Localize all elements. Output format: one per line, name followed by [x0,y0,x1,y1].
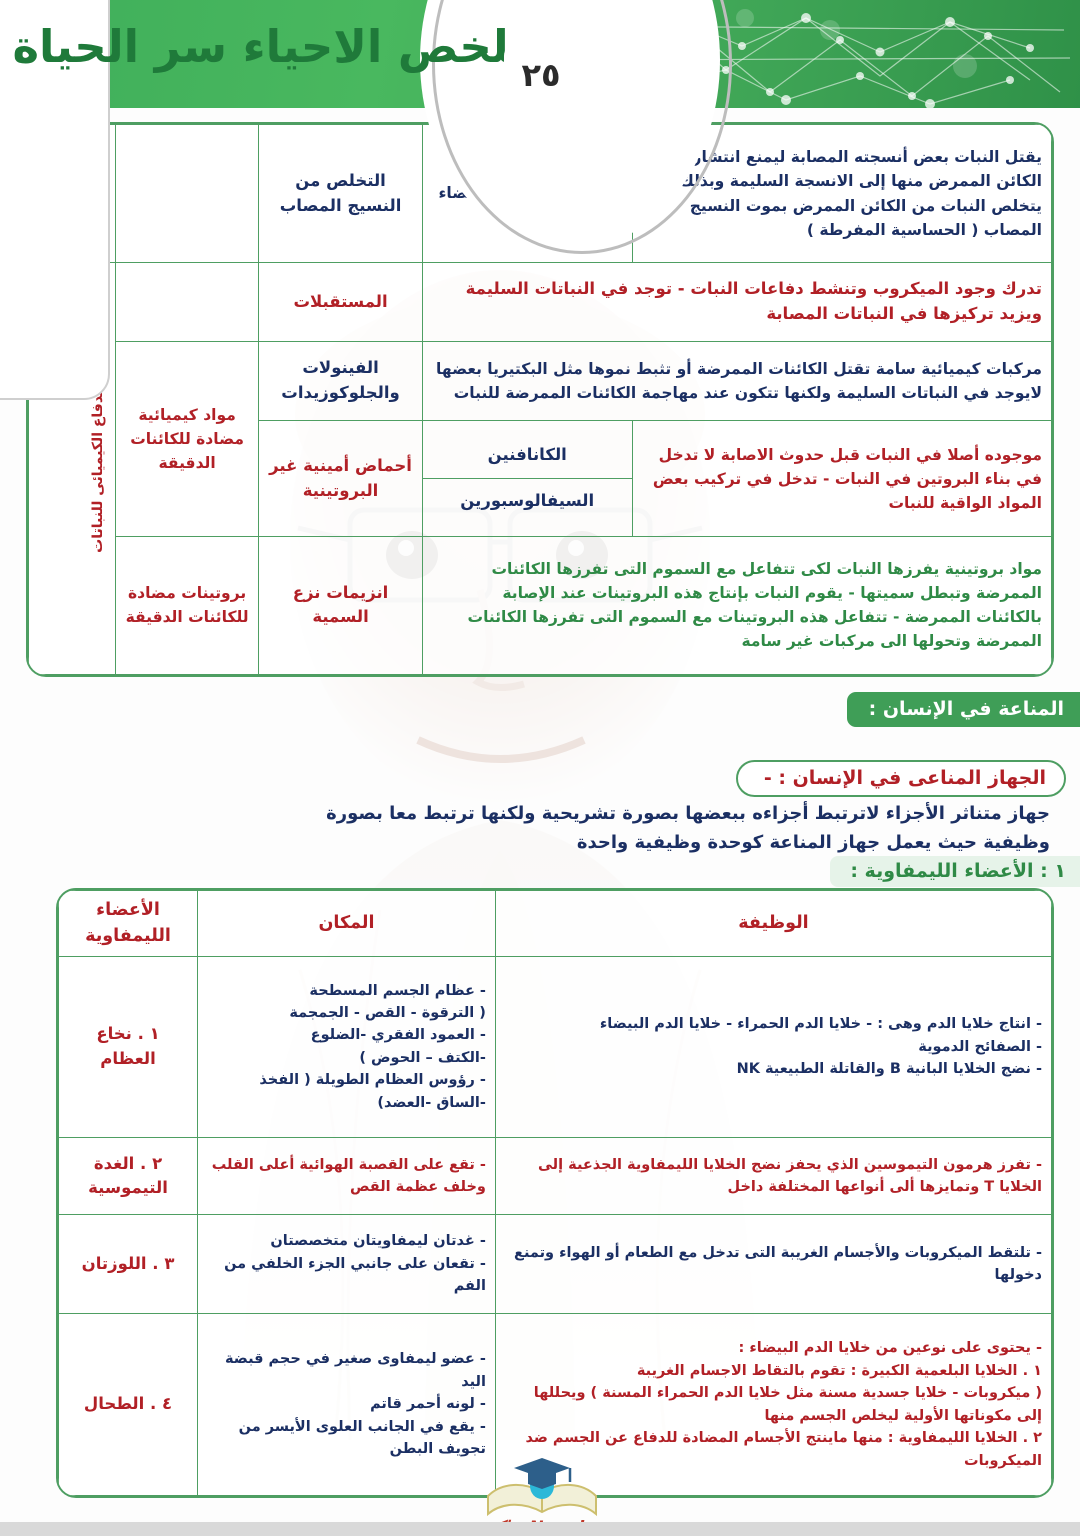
row1-detail: يقتل النبات بعض أنسجته المصابة ليمنع انت… [631,124,1052,263]
row5-name: انزيمات نزع السمية [258,535,423,675]
row3-category: مواد كيميائية مضادة للكائنات الدقيقة [114,341,260,537]
row1-name: التخلص من النسيج المصاب [258,124,423,263]
row5-category: بروتينات مضادة للكائنات الدقيقة [114,535,260,675]
row3-name: الفينولات والجلوكوزيدات [258,341,423,422]
row-tonsils-organ: ٣ . اللوزتان [58,1214,199,1315]
page-header: ملخص الاحياء سر الحياة ٢٥ [0,0,1080,400]
section-immunity-in-human: المناعة في الإنسان : [846,692,1080,727]
row1-empty-category [114,124,260,263]
section-lymph-organs-title: ١ : الأعضاء الليمفاوية : [830,856,1080,887]
row-spleen-function: - يحتوى على نوعين من خلايا الدم البيضاء … [494,1313,1052,1496]
row-thymus-place: - تقع على القصبة الهوائية أعلى القلب وخل… [197,1137,496,1216]
row4-subitems-cell: الكانافنين السيفالوسبورين [421,420,633,537]
row4-subitem-2: السيفالوسبورين [460,491,595,511]
row-thymus-organ: ٢ . الغدة التيموسية [58,1137,199,1216]
footer-strip [0,1522,1080,1536]
row-spleen-place: - عضو ليمفاوى صغير في حجم قبضة اليد - لو… [197,1313,496,1496]
row5-detail: مواد بروتينية يفرزها النبات لكى تتفاعل م… [421,535,1052,675]
row-bone-marrow-place: - عظام الجسم المسطحة ( الترقوة - القص - … [197,955,496,1139]
header-left-card [0,0,110,400]
row4-detail: موجوده أصلا في النبات قبل حدوث الاصابة ل… [631,420,1052,537]
row4-name: أحماض أمينية غير البروتينية [258,420,423,537]
table-row: مركبات كيميائية سامة تقتل الكائنات الممر… [29,341,1052,537]
table-row: - تلتقط الميكروبات والأجسام الغريبة التى… [58,1214,1052,1315]
lymphatic-organs-table: الوظيفة المكان الأعضاء الليمفاوية - انتا… [56,888,1054,1498]
header-organ: الأعضاء الليمفاوية [58,890,199,957]
row2-detail: تدرك وجود الميكروب وتنشط دفاعات النبات -… [421,261,1052,343]
section-immune-system-title: الجهاز المناعى في الإنسان : - [735,760,1066,797]
table-row: - انتاج خلايا الدم وهى : - خلايا الدم ال… [58,955,1052,1139]
vertical-group-label: الدفاع الكيميائى للنباتات [89,384,106,553]
row-spleen-organ: ٤ . الطحال [58,1313,199,1496]
table2-header-row: الوظيفة المكان الأعضاء الليمفاوية [58,890,1052,957]
row-thymus-function: - تفرز هرمون التيموسين الذي يحفز نضج الخ… [494,1137,1052,1216]
row3-detail: مركبات كيميائية سامة تقتل الكائنات الممر… [421,341,1052,422]
table2-grid: الوظيفة المكان الأعضاء الليمفاوية - انتا… [58,890,1052,1496]
row-tonsils-place: - غدتان ليمفاويتان متخصصتان - تقعان على … [197,1214,496,1315]
header-place: المكان [197,890,496,957]
row2-empty-category [114,261,260,343]
page-title: ملخص الاحياء سر الحياة [12,20,539,73]
table-row: تدرك وجود الميكروب وتنشط دفاعات النبات -… [28,261,1052,675]
row4-subitem-1: الكانافنين [422,433,632,480]
table-row: مواد بروتينية يفرزها النبات لكى تتفاعل م… [29,535,1052,675]
row-bone-marrow-organ: ١ . نخاع العظام [58,955,199,1139]
row-bone-marrow-function: - انتاج خلايا الدم وهى : - خلايا الدم ال… [494,955,1052,1139]
header-function: الوظيفة [494,890,1052,957]
table-row: - تفرز هرمون التيموسين الذي يحفز نضج الخ… [58,1137,1052,1216]
row2-name: المستقبلات [258,261,423,343]
table-row: - يحتوى على نوعين من خلايا الدم البيضاء … [58,1313,1052,1496]
page-number-chip: ٢٥ [504,42,578,108]
immune-system-description: جهاز متناثر الأجزاء لاترتبط أجزاءه ببعضه… [326,803,1050,853]
row-tonsils-function: - تلتقط الميكروبات والأجسام الغريبة التى… [494,1214,1052,1315]
